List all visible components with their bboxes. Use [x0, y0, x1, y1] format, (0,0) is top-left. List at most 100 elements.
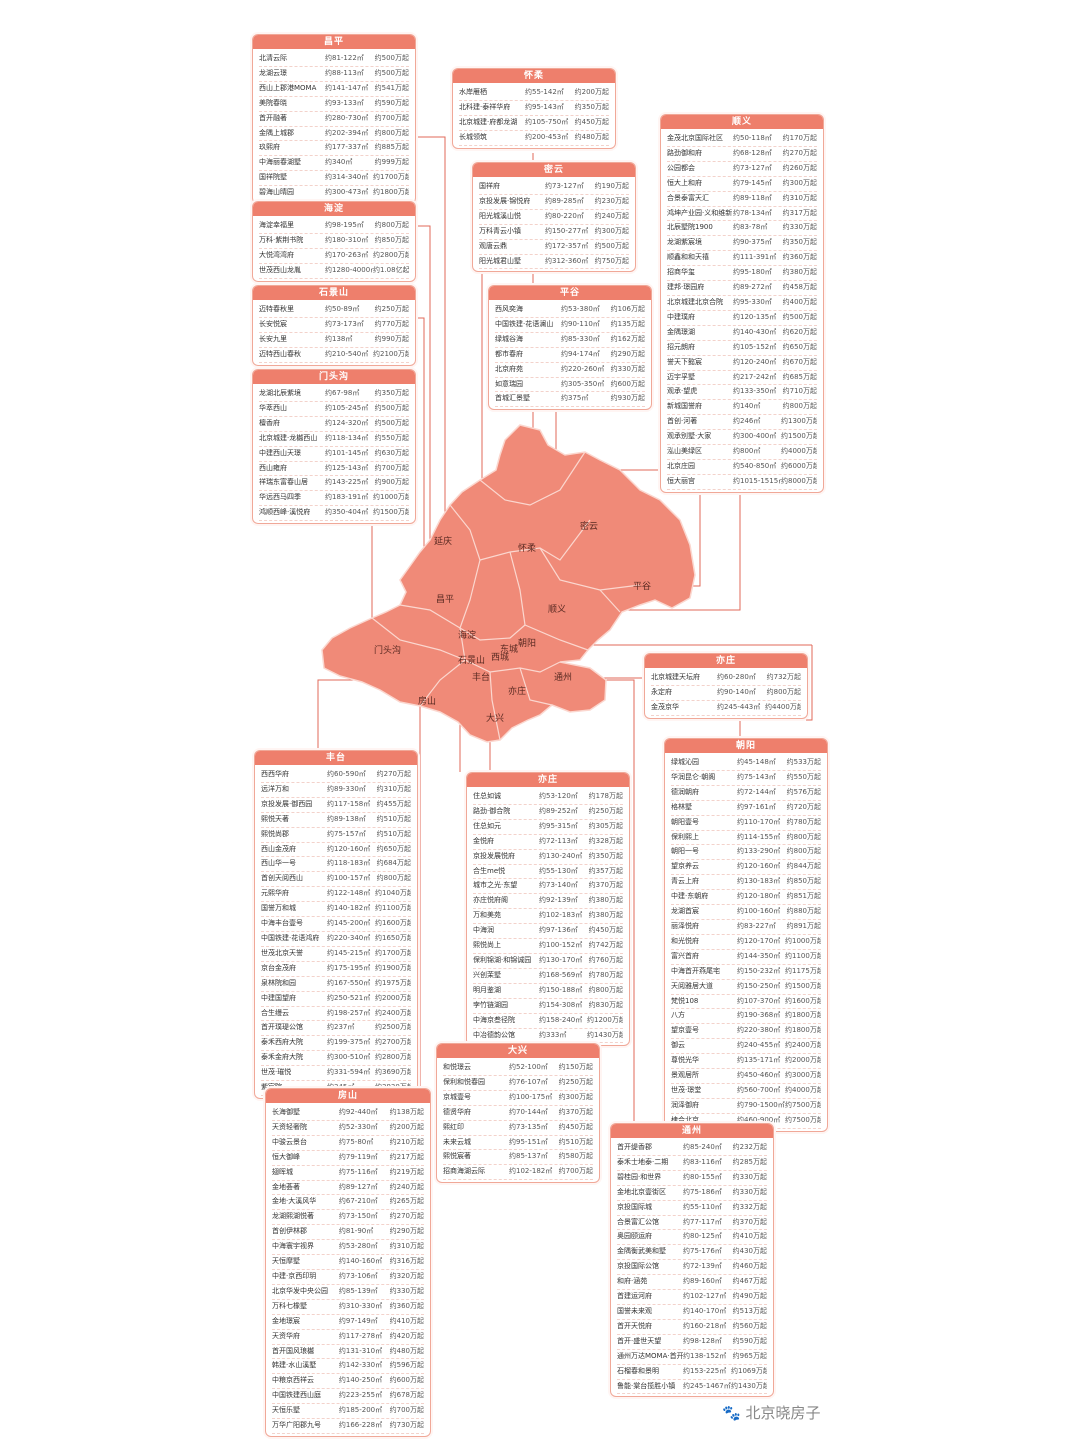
project-price: 约178万起	[588, 792, 623, 800]
project-area: 约100-160㎡	[737, 907, 781, 916]
project-name: 国祥府	[479, 182, 500, 190]
project-price: 约300万起	[594, 226, 629, 235]
project-price: 约1700万起	[373, 173, 409, 182]
project-name: 京台金茂府	[261, 963, 296, 972]
project-name: 北京庄园	[667, 461, 695, 470]
project-row: 熙悦天著 约89-138㎡ 约510万起	[261, 813, 411, 828]
project-price: 约4000万起	[781, 447, 817, 456]
project-row: 美院春晓 约93-133㎡ 约590万起	[259, 97, 409, 112]
project-area: 约98-128㎡	[683, 1336, 722, 1345]
project-price: 约135万起	[610, 319, 645, 328]
project-row: 和悦璟云 约52-100㎡ 约150万起	[443, 1061, 593, 1076]
project-name: 石榴春和景明	[617, 1366, 659, 1375]
project-row: 合生me悦 约55-130㎡ 约357万起	[473, 865, 623, 880]
district-card-title: 怀柔	[453, 69, 615, 83]
project-name: 朝阳一号	[671, 847, 699, 856]
project-price: 约590万起	[732, 1336, 767, 1345]
project-price: 约230万起	[594, 196, 629, 205]
project-name: 永定府	[651, 687, 672, 696]
project-area: 约140㎡	[733, 402, 761, 411]
project-price: 约510万起	[558, 1137, 593, 1146]
project-price: 约560万起	[732, 1321, 767, 1330]
project-list: 水岸雁栖 约55-142㎡ 约200万起 北科建·泰祥华府 约95-143㎡ 约350万起…	[453, 83, 615, 148]
project-price: 约138万起	[389, 1108, 424, 1116]
project-name: 恒大御峰	[272, 1152, 300, 1161]
project-row: 首开·盛世天望 约98-128㎡ 约590万起	[617, 1335, 767, 1350]
project-area: 约89-330㎡	[327, 784, 366, 793]
project-area: 约185-200㎡	[338, 1406, 383, 1415]
district-label-fangshan: 房山	[418, 695, 436, 707]
project-name: 中建·东朝府	[671, 892, 709, 901]
project-row: 阳光城君山墅 约312-360㎡ 约750万起	[479, 255, 629, 270]
project-name: 玖熙府	[259, 143, 280, 152]
project-price: 约965万起	[732, 1351, 767, 1360]
project-name: 万科七橡墅	[272, 1301, 307, 1310]
project-name: 元熙华府	[261, 889, 289, 898]
project-area: 约300-510㎡	[327, 1053, 371, 1062]
project-row: 万和美苑 约102-183㎡ 约380万起	[473, 909, 623, 925]
project-price: 约3690万起	[375, 1068, 411, 1077]
project-row: 碧桂园·和世界 约80-155㎡ 约330万起	[617, 1171, 767, 1186]
project-name: 八方	[671, 1011, 685, 1020]
project-name: 碧海山晴园	[259, 188, 294, 197]
project-price: 约800万起	[588, 985, 623, 994]
project-name: 首开融著	[259, 113, 287, 122]
project-area: 约73-127㎡	[733, 163, 772, 172]
project-price: 约1975万起	[375, 978, 411, 987]
project-area: 约245-443㎡	[717, 702, 761, 711]
project-row: 中建西山天璟 约101-145㎡ 约630万起	[259, 447, 409, 462]
project-price: 约290万起	[389, 1227, 424, 1236]
project-price: 约1.08亿起	[373, 265, 409, 274]
project-area: 约190-368㎡	[737, 1011, 781, 1020]
project-price: 约240万起	[594, 211, 629, 220]
project-name: 润泽御府	[671, 1100, 699, 1109]
district-card-title: 朝阳	[665, 739, 827, 753]
project-name: 兴创茉墅	[473, 970, 501, 979]
project-price: 约270万起	[782, 148, 817, 157]
project-name: 中粮京西祥云	[272, 1376, 314, 1385]
project-price: 约360万起	[389, 1301, 424, 1310]
district-label-pinggu: 平谷	[633, 581, 651, 592]
district-label-shijingshan: 石景山	[458, 655, 485, 666]
district-card-tongzhou: 通州 首开缇香郡 约85-240㎡ 约232万起 泰禾士地泰·二期 约83-116㎡ 约28…	[610, 1123, 774, 1398]
project-price: 约260万起	[782, 163, 817, 172]
district-card-title: 通州	[611, 1124, 773, 1138]
project-row: 龙湖熙湖悦著 约73-150㎡ 约270万起	[272, 1210, 424, 1226]
project-name: 如意瑞园	[495, 379, 523, 388]
project-name: 首创伊林郡	[272, 1227, 307, 1236]
project-name: 亦庄悦府阁	[473, 896, 508, 905]
project-row: 北京华发中央公园 约85-139㎡ 约330万起	[272, 1285, 424, 1300]
project-price: 约850万起	[786, 877, 821, 886]
project-price: 约510万起	[376, 814, 411, 823]
project-area: 约560-700㎡	[737, 1085, 781, 1094]
project-name: 合生me悦	[473, 866, 506, 875]
project-row: 大悦湾湾府 约170-263㎡ 约2800万起	[259, 249, 409, 264]
project-area: 约200-453㎡	[525, 132, 569, 141]
project-name: 龙湖紫宸境	[667, 238, 702, 247]
district-label-dongcheng: 东城	[500, 643, 518, 655]
project-name: 万和美苑	[473, 911, 501, 920]
project-row: 都市春府 约94-174㎡ 约290万起	[495, 348, 645, 363]
project-name: 京投国际城	[617, 1202, 652, 1211]
project-row: 世茂西山龙胤 约1280-4000㎡ 约1.08亿起	[259, 264, 409, 279]
project-area: 约120-160㎡	[737, 862, 781, 871]
project-area: 约107-370㎡	[737, 996, 781, 1005]
project-area: 约150-188㎡	[539, 985, 583, 994]
project-name: 中建璞府	[667, 312, 695, 321]
project-row: 朝阳一号 约133-290㎡ 约800万起	[671, 845, 821, 861]
project-row: 元熙华府 约122-148㎡ 约1040万起	[261, 887, 411, 903]
project-area: 约217-242㎡	[733, 372, 777, 381]
project-area: 约160-218㎡	[683, 1321, 727, 1330]
project-area: 约67-98㎡	[325, 389, 360, 397]
project-name: 韩建·水山溪墅	[272, 1361, 317, 1370]
project-name: 熙悦尚上	[473, 941, 501, 950]
project-price: 约500万起	[594, 241, 629, 250]
project-price: 约232万起	[732, 1143, 767, 1151]
project-row: 北京庄园 约540-850㎡ 约6000万起	[667, 460, 817, 475]
project-row: 迈特春秋里 约50-89㎡ 约250万起	[259, 303, 409, 318]
project-price: 约541万起	[374, 83, 409, 92]
project-name: 京城壹号	[443, 1092, 471, 1101]
project-area: 约75-157㎡	[327, 829, 366, 838]
project-price: 约550万起	[374, 433, 409, 442]
project-price: 约380万起	[588, 896, 623, 905]
